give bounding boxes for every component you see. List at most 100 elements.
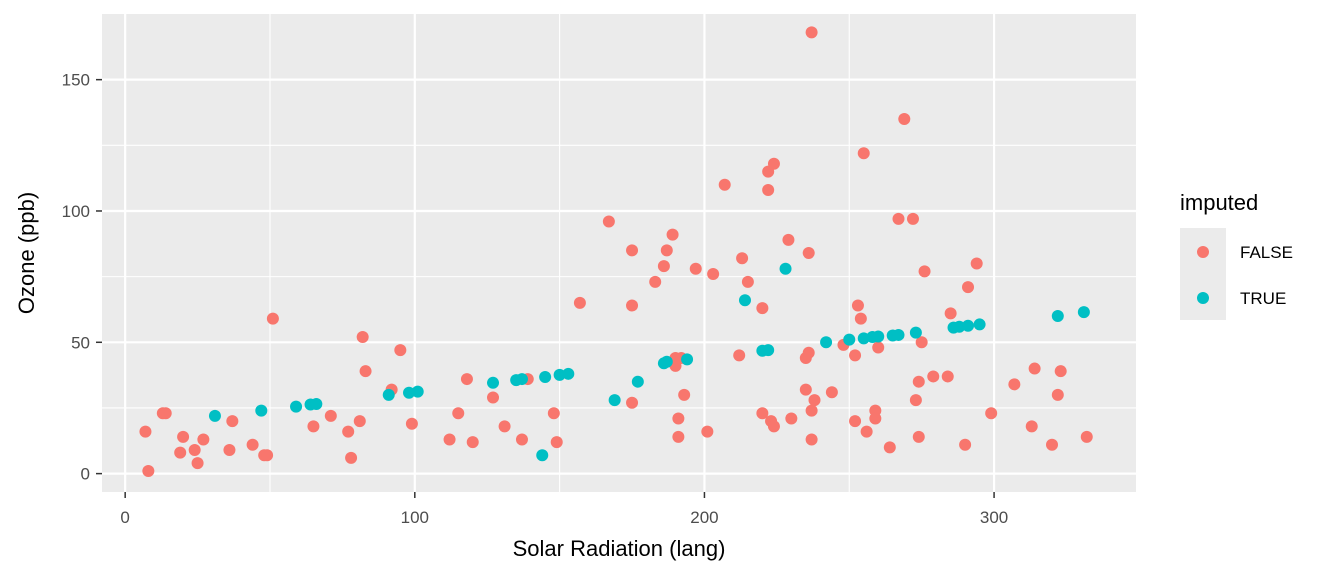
y-axis-title: Ozone (ppb) [14, 192, 39, 314]
data-point [657, 260, 670, 273]
data-point [678, 388, 691, 401]
data-point [626, 396, 639, 409]
data-point [782, 233, 795, 246]
data-point [345, 451, 358, 464]
data-point [701, 425, 714, 438]
data-point [1028, 362, 1041, 375]
data-point [909, 326, 922, 339]
series-true [208, 262, 1090, 462]
data-point [1051, 388, 1064, 401]
data-point [394, 344, 407, 357]
data-point [906, 212, 919, 225]
y-tick-label: 0 [81, 465, 90, 484]
data-point [562, 367, 575, 380]
data-point [912, 375, 925, 388]
data-point [403, 386, 416, 399]
data-point [208, 409, 221, 422]
x-tick-label: 100 [401, 508, 429, 527]
data-point [649, 275, 662, 288]
x-tick-label: 300 [980, 508, 1008, 527]
data-point [487, 391, 500, 404]
minor-gridlines [102, 14, 1136, 492]
legend-key-background [1180, 228, 1226, 320]
data-point [191, 457, 204, 470]
y-tick-label: 100 [62, 202, 90, 221]
data-point [142, 464, 155, 477]
data-point [515, 433, 528, 446]
data-point [443, 433, 456, 446]
y-axis: 0 50 100 150 [62, 71, 102, 484]
series-false [139, 26, 1093, 477]
data-point [736, 252, 749, 265]
data-point [626, 299, 639, 312]
data-point [802, 346, 815, 359]
data-point [941, 370, 954, 383]
data-point [756, 302, 769, 315]
data-point [767, 157, 780, 170]
data-point [310, 398, 323, 411]
data-point [602, 215, 615, 228]
data-point [985, 407, 998, 420]
data-point [854, 312, 867, 325]
data-point [762, 183, 775, 196]
data-point [927, 370, 940, 383]
data-point [660, 244, 673, 257]
data-point [356, 331, 369, 344]
data-point [912, 430, 925, 443]
data-point [1080, 430, 1093, 443]
data-point [539, 370, 552, 383]
data-point [536, 449, 549, 462]
data-point [820, 336, 833, 349]
data-point [266, 312, 279, 325]
data-point [487, 376, 500, 389]
data-point [707, 268, 720, 281]
data-point [892, 328, 905, 341]
data-point [909, 394, 922, 407]
data-point [666, 228, 679, 241]
data-point [944, 307, 957, 320]
data-point [261, 449, 274, 462]
data-point [188, 443, 201, 456]
data-point [1077, 306, 1090, 319]
data-point [177, 430, 190, 443]
data-point [849, 415, 862, 428]
data-point [1054, 365, 1067, 378]
data-point [1008, 378, 1021, 391]
data-point [733, 349, 746, 362]
y-tick-label: 150 [62, 71, 90, 90]
data-point [553, 368, 566, 381]
data-point [197, 433, 210, 446]
y-tick-label: 50 [71, 333, 90, 352]
x-tick-label: 0 [120, 508, 129, 527]
data-point [767, 420, 780, 433]
data-point [307, 420, 320, 433]
data-point [915, 336, 928, 349]
data-point [159, 407, 172, 420]
legend-label-true: TRUE [1240, 289, 1286, 308]
legend-key-true [1197, 292, 1209, 304]
x-tick-label: 200 [690, 508, 718, 527]
data-point [860, 425, 873, 438]
data-point [411, 385, 424, 398]
data-point [608, 394, 621, 407]
data-point [353, 415, 366, 428]
data-point [962, 281, 975, 294]
data-point [631, 375, 644, 388]
data-point [672, 430, 685, 443]
data-point [226, 415, 239, 428]
data-point [872, 330, 885, 343]
data-point [857, 147, 870, 160]
data-point [898, 113, 911, 126]
data-point [681, 353, 694, 366]
data-point [799, 383, 812, 396]
legend-title: imputed [1180, 190, 1258, 215]
data-point [515, 373, 528, 386]
legend-label-false: FALSE [1240, 243, 1293, 262]
data-point [573, 296, 586, 309]
data-point [872, 341, 885, 354]
data-point [779, 262, 792, 275]
data-point [883, 441, 896, 454]
data-point [869, 412, 882, 425]
data-point [892, 212, 905, 225]
